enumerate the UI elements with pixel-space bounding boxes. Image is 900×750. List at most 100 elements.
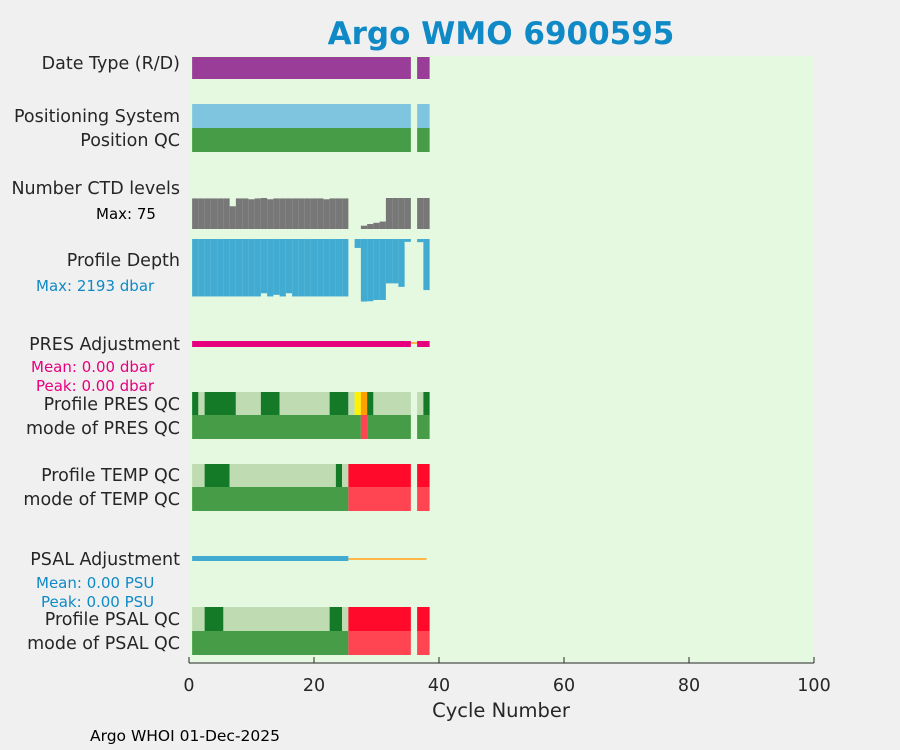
profile-pres-qc-segment (235, 392, 261, 415)
profile-depth-bar (285, 239, 293, 294)
profile-depth-bar (423, 239, 430, 291)
ctd-level-bar (329, 198, 336, 229)
profile-temp-qc-segment (348, 464, 411, 487)
x-tick-label: 80 (678, 676, 700, 696)
ctd-level-bar (229, 206, 236, 229)
label-psal-adjustment: PSAL Adjustment (30, 550, 180, 570)
profile-depth-bar (385, 239, 393, 284)
positioning-system-segment (192, 104, 411, 128)
ctd-level-bar (254, 198, 261, 229)
profile-depth-bar (223, 239, 230, 297)
ctd-level-bar (279, 198, 286, 229)
ctd-level-bar (248, 199, 255, 229)
profile-depth-bar (323, 239, 330, 297)
profile-depth-bar (342, 239, 349, 297)
pres-adjustment-bar (417, 341, 430, 347)
date-type-segment (417, 57, 430, 79)
profile-depth-bar (417, 239, 424, 243)
label-profile-psal-qc: Profile PSAL QC (45, 610, 180, 630)
label-profile-depth: Profile Depth (67, 251, 180, 271)
profile-depth-bar (198, 239, 205, 297)
profile-psal-qc-segment (192, 607, 205, 631)
profile-psal-qc-segment (342, 607, 349, 631)
ctd-level-bar (198, 198, 205, 229)
profile-depth-bar (273, 239, 280, 295)
label-pres-adjustment: PRES Adjustment (29, 335, 180, 355)
ctd-level-bar (342, 198, 349, 229)
row-labels: Date Type (R/D) Positioning System Posit… (11, 54, 180, 654)
mode-pres-qc-segment (360, 415, 368, 439)
ctd-level-bar (242, 198, 249, 229)
mode-psal-qc-segment (417, 631, 430, 655)
mode-temp-qc-segment (348, 487, 411, 511)
profile-depth-bar (192, 239, 199, 297)
label-depth-max: Max: 2193 dbar (36, 277, 155, 295)
label-mode-pres-qc: mode of PRES QC (26, 419, 180, 439)
profile-depth-bar (242, 239, 249, 297)
profile-temp-qc-segment (204, 464, 230, 487)
mode-pres-qc-segment (367, 415, 411, 439)
profile-temp-qc-segment (335, 464, 343, 487)
ctd-level-bar (304, 198, 311, 229)
label-mode-temp-qc: mode of TEMP QC (23, 490, 180, 510)
ctd-level-bar (423, 198, 430, 229)
profile-depth-bar (260, 239, 268, 294)
ctd-level-bar (310, 198, 318, 229)
ctd-level-bar (404, 198, 411, 229)
profile-psal-qc-segment (417, 607, 430, 631)
position-qc-segment (417, 128, 430, 152)
ctd-level-bar (360, 225, 368, 229)
ctd-level-bar (392, 198, 399, 229)
ctd-level-bar (223, 198, 230, 229)
ctd-level-bar (260, 198, 268, 229)
x-tick-label: 0 (183, 676, 194, 696)
label-pres-mean: Mean: 0.00 dbar (31, 358, 155, 376)
profile-depth-bar (310, 239, 318, 297)
mode-psal-qc-segment (192, 631, 349, 655)
label-pres-peak: Peak: 0.00 dbar (36, 377, 155, 395)
profile-temp-qc-segment (229, 464, 336, 487)
mode-temp-qc-segment (192, 487, 349, 511)
mode-pres-qc-segment (192, 415, 361, 439)
profile-pres-qc-segment (329, 392, 349, 415)
profile-pres-qc-segment (354, 392, 361, 415)
profile-temp-qc-segment (192, 464, 205, 487)
profile-depth-bar (248, 239, 255, 297)
label-profile-temp-qc: Profile TEMP QC (41, 466, 180, 486)
profile-depth-bar (254, 239, 261, 297)
plot-area (189, 56, 814, 663)
mode-temp-qc-segment (417, 487, 430, 511)
profile-depth-bar (229, 239, 236, 297)
profile-temp-qc-segment (417, 464, 430, 487)
label-psal-peak: Peak: 0.00 PSU (41, 593, 154, 611)
psal-adjustment-bar (192, 556, 349, 561)
ctd-level-bar (267, 199, 274, 229)
profile-depth-bar (404, 239, 411, 242)
date-type-segment (192, 57, 411, 79)
profile-depth-bar (304, 239, 311, 297)
profile-depth-bar (235, 239, 243, 297)
x-axis-label: Cycle Number (432, 699, 571, 722)
ctd-level-bar (373, 222, 380, 229)
mode-pres-qc-segment (417, 415, 430, 439)
label-mode-psal-qc: mode of PSAL QC (27, 634, 180, 654)
profile-pres-qc-segment (423, 392, 430, 415)
ctd-level-bar (298, 198, 305, 229)
profile-depth-bar (217, 239, 224, 297)
footer-credit: Argo WHOI 01-Dec-2025 (90, 727, 280, 745)
profile-pres-qc-segment (204, 392, 236, 415)
profile-depth-bar (329, 239, 336, 297)
profile-psal-qc-segment (223, 607, 330, 631)
profile-pres-qc-segment (260, 392, 280, 415)
profile-pres-qc-segment (367, 392, 374, 415)
position-qc-segment (192, 128, 411, 152)
profile-depth-bar (373, 239, 380, 300)
profile-depth-bar (210, 239, 218, 297)
ctd-level-bar (204, 198, 211, 229)
profile-depth-bar (292, 239, 299, 297)
profile-depth-bar (267, 239, 274, 297)
label-position-qc: Position QC (80, 131, 180, 151)
ctd-level-bar (217, 198, 224, 229)
chart-title: Argo WMO 6900595 (328, 16, 675, 52)
ctd-level-bar (398, 198, 405, 229)
